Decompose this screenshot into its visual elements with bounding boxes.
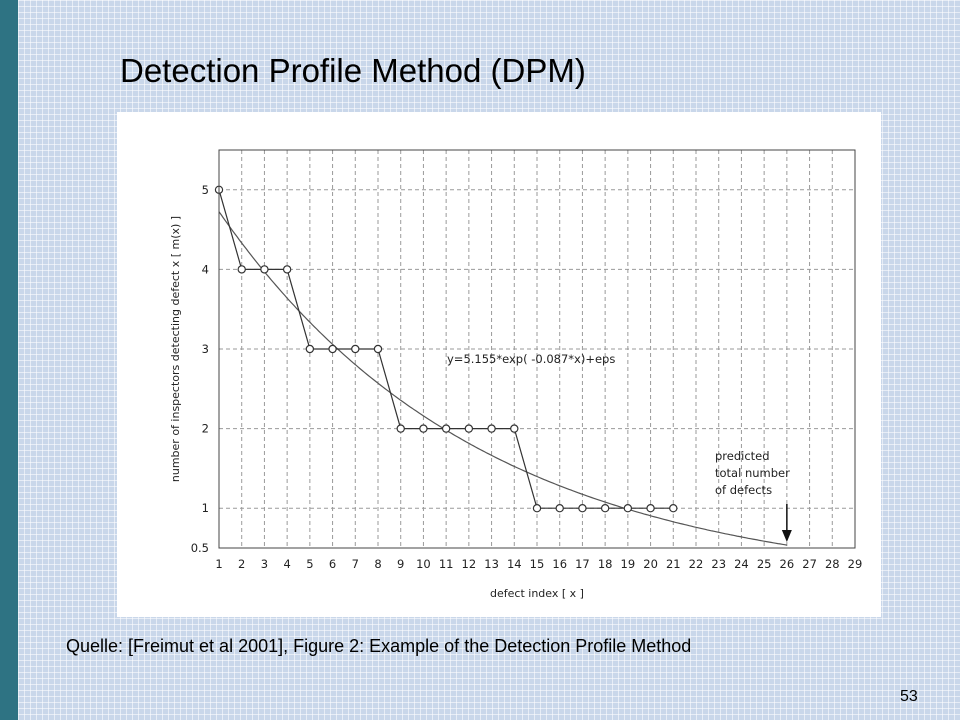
x-tick-label: 29 bbox=[848, 557, 863, 571]
x-tick-label: 22 bbox=[689, 557, 704, 571]
data-point bbox=[373, 344, 383, 354]
x-tick-label: 1 bbox=[215, 557, 222, 571]
x-tick-label: 13 bbox=[484, 557, 499, 571]
y-tick-label: 4 bbox=[202, 262, 209, 276]
slide-title: Detection Profile Method (DPM) bbox=[120, 52, 586, 89]
chart-container: 1 2 3 4 5 6 7 8 9 10 11 12 13 14 15 16 17 18 19 20 21 22 23 24 2… bbox=[117, 112, 881, 617]
y-axis-label: number of inspectors detecting defect x … bbox=[169, 216, 182, 482]
data-point bbox=[441, 424, 451, 433]
data-point bbox=[646, 504, 655, 513]
x-tick-labels: 1 2 3 4 5 6 7 8 9 10 11 12 13 14 15 16 17 18 19 20 21 22 23 24 2… bbox=[215, 557, 862, 571]
data-point bbox=[396, 424, 405, 433]
x-tick-label: 25 bbox=[757, 557, 772, 571]
grid-lines bbox=[218, 150, 856, 549]
x-tick-label: 7 bbox=[352, 557, 359, 571]
predicted-line-3: of defects bbox=[715, 483, 772, 497]
data-point bbox=[305, 344, 315, 354]
predicted-annotation: predicted total number of defects bbox=[715, 449, 790, 497]
data-point bbox=[237, 265, 246, 274]
arrow-head bbox=[781, 530, 792, 542]
x-tick-label: 23 bbox=[711, 557, 726, 571]
y-tick-labels: 0.5 1 2 3 4 5 bbox=[191, 183, 209, 555]
x-tick-label: 11 bbox=[439, 557, 454, 571]
x-tick-label: 3 bbox=[261, 557, 268, 571]
x-tick-label: 28 bbox=[825, 557, 840, 571]
x-tick-label: 2 bbox=[238, 557, 245, 571]
x-tick-label: 6 bbox=[329, 557, 336, 571]
data-point bbox=[328, 344, 337, 354]
fit-curve-layer bbox=[219, 211, 788, 546]
data-point bbox=[623, 504, 633, 513]
x-tick-label: 10 bbox=[416, 557, 431, 571]
x-tick-label: 24 bbox=[734, 557, 749, 571]
x-tick-label: 19 bbox=[621, 557, 636, 571]
y-tick-label: 2 bbox=[202, 422, 209, 436]
dpm-chart: 1 2 3 4 5 6 7 8 9 10 11 12 13 14 15 16 17 18 19 20 21 22 23 24 2… bbox=[169, 149, 862, 600]
data-point bbox=[419, 424, 428, 433]
x-tick-label: 16 bbox=[552, 557, 567, 571]
x-axis-label: defect index [ x ] bbox=[490, 587, 584, 600]
data-point bbox=[260, 265, 269, 274]
data-point bbox=[669, 504, 678, 513]
x-tick-label: 20 bbox=[643, 557, 658, 571]
x-tick-label: 8 bbox=[374, 557, 381, 571]
x-tick-label: 21 bbox=[666, 557, 681, 571]
y-tick-label: 3 bbox=[202, 342, 209, 356]
y-tick-label: 5 bbox=[202, 183, 209, 197]
x-tick-label: 17 bbox=[575, 557, 590, 571]
data-point bbox=[555, 504, 564, 513]
x-tick-label: 5 bbox=[306, 557, 313, 571]
data-point bbox=[487, 424, 496, 433]
page-number: 53 bbox=[900, 688, 918, 705]
x-tick-label: 14 bbox=[507, 557, 522, 571]
x-tick-label: 9 bbox=[397, 557, 404, 571]
data-point bbox=[532, 504, 542, 513]
figure-caption: Quelle: [Freimut et al 2001], Figure 2: … bbox=[66, 636, 692, 656]
y-tick-label: 0.5 bbox=[191, 541, 209, 555]
x-tick-label: 12 bbox=[462, 557, 477, 571]
y-tick-label: 1 bbox=[202, 501, 209, 515]
predicted-line-2: total number bbox=[715, 466, 790, 480]
data-point bbox=[600, 504, 610, 513]
x-tick-label: 15 bbox=[530, 557, 545, 571]
left-accent-band bbox=[0, 0, 18, 720]
data-point bbox=[351, 344, 360, 354]
data-point bbox=[282, 265, 292, 274]
data-point bbox=[510, 424, 519, 433]
step-series-layer bbox=[214, 185, 678, 513]
x-tick-label: 4 bbox=[283, 557, 290, 571]
predicted-arrow bbox=[781, 504, 792, 542]
data-point bbox=[578, 504, 587, 513]
x-tick-label: 18 bbox=[598, 557, 613, 571]
fit-curve bbox=[219, 211, 788, 546]
x-tick-label: 26 bbox=[780, 557, 795, 571]
data-point bbox=[464, 424, 474, 433]
equation-label: y=5.155*exp( -0.087*x)+eps bbox=[447, 352, 615, 366]
plot-frame bbox=[218, 149, 856, 549]
x-tick-label: 27 bbox=[802, 557, 817, 571]
predicted-line-1: predicted bbox=[715, 449, 770, 463]
